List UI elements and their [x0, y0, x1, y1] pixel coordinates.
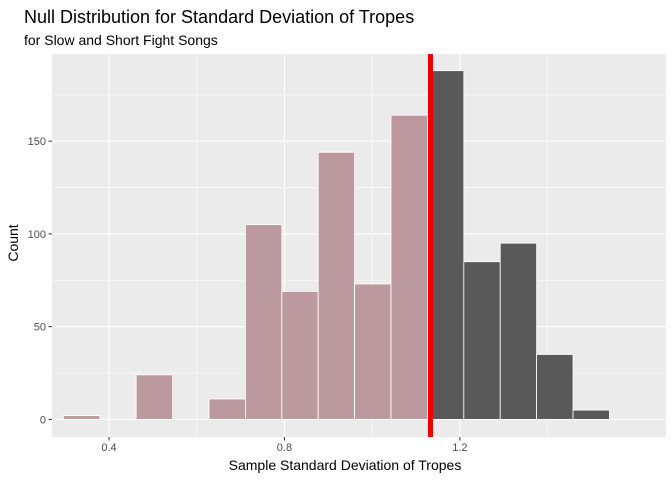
x-tick-label: 1.2 [452, 442, 467, 454]
shaded-bar-region [281, 291, 319, 420]
shaded-bar-region [63, 415, 101, 420]
y-tick-label: 150 [28, 136, 46, 148]
y-axis-title: Count [5, 224, 21, 261]
shaded-bar-region [245, 224, 283, 420]
y-tick-label: 100 [28, 229, 46, 241]
y-tick-label: 0 [40, 414, 46, 426]
x-axis-title: Sample Standard Deviation of Tropes [229, 457, 462, 473]
shaded-bar-region [208, 398, 246, 420]
x-tick-label: 0.8 [277, 442, 292, 454]
shaded-bar-region [317, 151, 356, 420]
chart-title: Null Distribution for Standard Deviation… [24, 7, 414, 27]
histogram-bars [63, 70, 610, 420]
histogram-bar [499, 242, 538, 420]
histogram-bar [463, 261, 501, 420]
histogram-bar [536, 354, 574, 420]
shaded-bar-region [354, 283, 392, 420]
y-tick-label: 50 [34, 322, 46, 334]
x-tick-label: 0.4 [101, 442, 116, 454]
shaded-bar-region [135, 374, 174, 420]
histogram-bar [427, 70, 465, 420]
axes: 0.4 0.8 1.2 0 50 100 150 [28, 136, 468, 454]
chart-subtitle: for Slow and Short Fight Songs [24, 32, 218, 48]
histogram-bar [572, 409, 610, 420]
shaded-bar-region [390, 114, 428, 420]
